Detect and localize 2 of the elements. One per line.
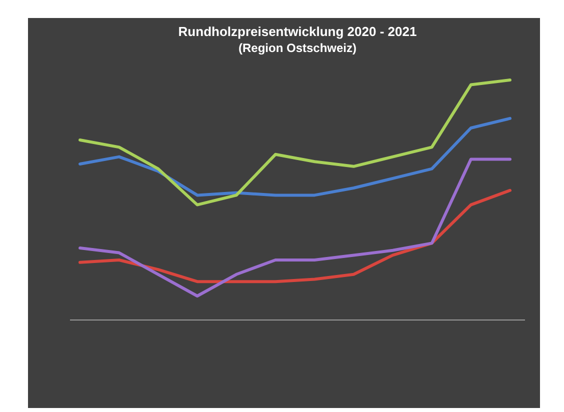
chart-title: Rundholzpreisentwicklung 2020 - 2021	[178, 24, 417, 39]
chart-subtitle: (Region Ostschweiz)	[238, 41, 357, 55]
